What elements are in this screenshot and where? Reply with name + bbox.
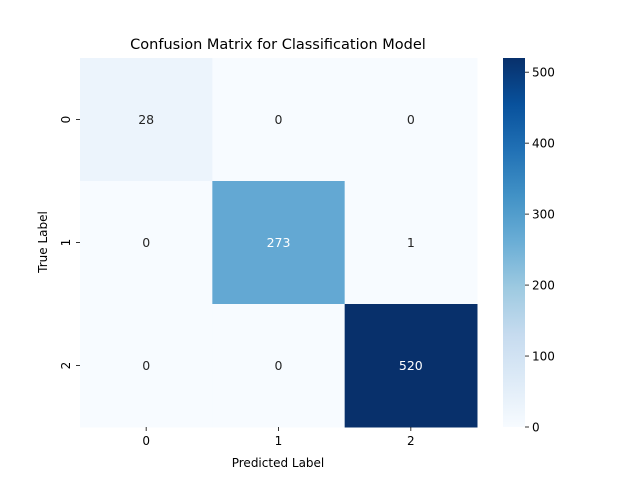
colorbar-tick-label: 0 bbox=[532, 421, 540, 435]
heatmap-cell bbox=[212, 181, 346, 305]
heatmap-cells bbox=[80, 58, 478, 428]
cell-value-label: 28 bbox=[138, 112, 154, 127]
x-tick-label: 0 bbox=[142, 434, 150, 448]
cell-value-label: 0 bbox=[275, 112, 283, 127]
y-axis-label: True Label bbox=[36, 211, 50, 274]
colorbar-tick-label: 100 bbox=[532, 350, 555, 364]
colorbar bbox=[503, 58, 525, 427]
heatmap-cell bbox=[80, 181, 213, 305]
y-tick-label: 0 bbox=[59, 116, 73, 124]
cell-value-label: 0 bbox=[275, 358, 283, 373]
heatmap-cell bbox=[344, 181, 478, 305]
x-tick-label: 1 bbox=[275, 434, 283, 448]
cell-value-label: 1 bbox=[407, 235, 415, 250]
chart-title: Confusion Matrix for Classification Mode… bbox=[130, 37, 426, 53]
x-tick-label: 2 bbox=[407, 434, 415, 448]
y-tick-label: 2 bbox=[59, 362, 73, 370]
heatmap-cell bbox=[344, 304, 478, 428]
cell-value-label: 0 bbox=[142, 235, 150, 250]
cell-value-labels: 28 0 0 0 273 1 0 0 520 bbox=[138, 112, 423, 373]
cell-value-label: 520 bbox=[399, 358, 423, 373]
colorbar-tick-label: 200 bbox=[532, 279, 555, 293]
y-axis: 0 1 2 bbox=[59, 116, 80, 370]
colorbar-tick-label: 500 bbox=[532, 66, 555, 80]
x-axis: 0 1 2 bbox=[142, 427, 415, 448]
cell-value-label: 0 bbox=[142, 358, 150, 373]
heatmap-cell bbox=[212, 58, 346, 182]
heatmap-cell bbox=[80, 58, 213, 182]
x-axis-label: Predicted Label bbox=[232, 456, 325, 470]
colorbar-axis: 0 100 200 300 400 500 bbox=[525, 66, 555, 435]
colorbar-tick-label: 300 bbox=[532, 208, 555, 222]
y-tick-label: 1 bbox=[59, 239, 73, 247]
heatmap-cell bbox=[344, 58, 478, 182]
cell-value-label: 273 bbox=[267, 235, 291, 250]
heatmap-cell bbox=[212, 304, 346, 428]
cell-value-label: 0 bbox=[407, 112, 415, 127]
colorbar-tick-label: 400 bbox=[532, 137, 555, 151]
heatmap-cell bbox=[80, 304, 213, 428]
